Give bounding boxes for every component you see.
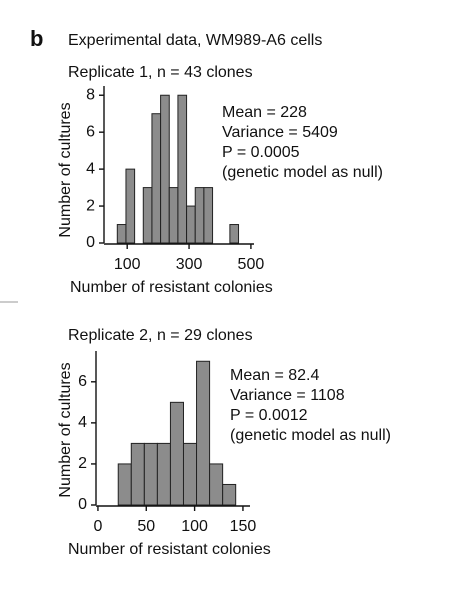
chart-title: Replicate 1, n = 43 clones	[68, 64, 253, 81]
x-tick-label: 150	[230, 518, 257, 535]
chart-title: Replicate 2, n = 29 clones	[68, 327, 253, 344]
y-axis-label: Number of cultures	[57, 362, 74, 497]
annotation: P = 0.0012	[230, 407, 308, 424]
annotation: P = 0.0005	[222, 144, 300, 161]
bar	[182, 442, 198, 506]
bar	[186, 205, 196, 244]
y-tick-label: 4	[78, 414, 87, 431]
bar	[168, 187, 179, 244]
bar	[130, 442, 145, 506]
annotation: (genetic model as null)	[222, 164, 383, 181]
annotation: Mean = 82.4	[230, 367, 320, 384]
y-tick-label: 2	[78, 455, 87, 472]
bar	[117, 463, 132, 506]
y-tick-label: 0	[78, 496, 87, 513]
y-tick-label: 4	[86, 160, 95, 177]
bar	[116, 224, 127, 244]
annotation: Mean = 228	[222, 104, 307, 121]
y-tick-label: 6	[86, 123, 95, 140]
heading: Experimental data, WM989-A6 cells	[68, 32, 322, 49]
y-tick-label: 0	[86, 234, 95, 251]
x-tick-label: 300	[176, 256, 203, 273]
y-tick-label: 8	[86, 86, 95, 103]
bar	[229, 224, 240, 244]
panel-label: b	[30, 26, 43, 51]
bar	[156, 442, 171, 506]
bar	[177, 94, 188, 244]
y-tick-label: 2	[86, 197, 95, 214]
bar	[194, 187, 205, 244]
x-tick-label: 500	[238, 256, 265, 273]
annotation: Variance = 1108	[230, 387, 345, 404]
bar	[222, 483, 237, 506]
x-tick-label: 100	[181, 518, 208, 535]
y-tick-label: 6	[78, 373, 87, 390]
y-axis-label: Number of cultures	[57, 102, 74, 237]
bar	[160, 94, 170, 244]
bar	[151, 113, 162, 244]
x-axis-label: Number of resistant colonies	[68, 541, 271, 558]
annotation: (genetic model as null)	[230, 427, 391, 444]
annotation: Variance = 5409	[222, 124, 338, 141]
bar	[143, 442, 158, 506]
bar	[196, 360, 211, 506]
x-axis-label: Number of resistant colonies	[70, 279, 273, 296]
x-tick-label: 0	[93, 518, 102, 535]
x-tick-label: 100	[114, 256, 141, 273]
x-tick-label: 50	[137, 518, 155, 535]
bar	[125, 168, 136, 244]
bar	[142, 187, 153, 244]
bar	[203, 187, 214, 244]
bar	[209, 463, 224, 506]
bar	[169, 401, 184, 506]
